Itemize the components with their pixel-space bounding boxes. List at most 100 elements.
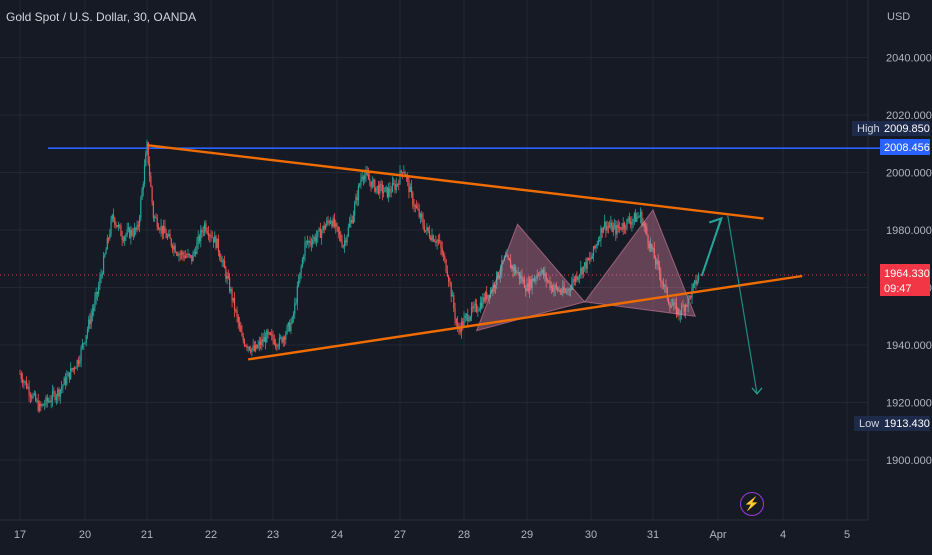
last-price-bg (880, 264, 930, 296)
candle-body (106, 238, 108, 250)
candle-body (517, 272, 519, 273)
x-tick-label: 21 (141, 529, 153, 541)
candle-body (101, 273, 103, 276)
candle-body (436, 240, 438, 243)
candle-body (58, 389, 60, 397)
candle-body (152, 202, 154, 218)
candle-body (587, 258, 590, 260)
candle-body (271, 334, 273, 336)
candle-body (295, 303, 297, 305)
candle-body (594, 246, 596, 249)
candle-body (552, 285, 554, 292)
candle-body (369, 179, 371, 182)
candle-body (682, 305, 684, 307)
candle-body (53, 391, 55, 393)
candle-body (177, 253, 179, 256)
candle-body (399, 170, 401, 185)
candle-body (175, 252, 178, 254)
candle-body (630, 221, 632, 225)
candle-body (94, 298, 96, 308)
candle-body (46, 397, 48, 402)
candle-body (211, 237, 213, 239)
candle-body (165, 232, 167, 238)
candle-body (314, 236, 316, 242)
candle-body (263, 336, 265, 342)
candle-body (135, 227, 137, 230)
candle-body (251, 348, 253, 352)
candle-body (300, 266, 302, 273)
candle-body (627, 218, 629, 220)
candle-body (67, 372, 69, 377)
candle-body (346, 235, 348, 243)
candle-body (386, 187, 388, 198)
candle-body (138, 217, 141, 227)
candle-body (419, 213, 422, 217)
candle-body (576, 276, 578, 280)
candle-body (207, 232, 210, 236)
candle-body (164, 226, 166, 233)
candle-body (155, 216, 157, 218)
candle-body (76, 360, 78, 368)
candle-body (696, 280, 698, 285)
horizontal-level-value: 2008.456 (884, 142, 930, 154)
candle-body (695, 280, 697, 285)
candle-body (121, 236, 123, 241)
candle-body (215, 236, 217, 248)
candle-body (340, 234, 342, 241)
candle-body (536, 274, 538, 279)
candle-body (631, 221, 633, 225)
candle-body (274, 344, 277, 346)
candle-body (365, 171, 367, 176)
candle-body (240, 326, 242, 332)
candle-body (638, 216, 640, 218)
candle-body (174, 245, 176, 253)
candle-body (546, 280, 549, 282)
candle-body (195, 251, 197, 254)
candle-body (426, 227, 428, 231)
candle-body (375, 187, 377, 192)
candle-body (272, 334, 274, 340)
candle-body (628, 218, 631, 222)
candle-body (321, 230, 323, 238)
candle-body (675, 303, 677, 315)
candle-body (568, 288, 570, 290)
candle-body (19, 373, 21, 375)
candle-body (70, 368, 72, 379)
candle-body (646, 227, 648, 235)
candle-body (567, 288, 569, 292)
candle-body (134, 227, 136, 236)
candle-body (430, 237, 432, 241)
candle-body (483, 297, 485, 302)
candle-body (548, 280, 550, 282)
candle-body (527, 283, 529, 292)
candle-body (64, 378, 67, 385)
candle-body (161, 225, 163, 234)
x-tick-label: 27 (394, 529, 406, 541)
candle-body (688, 295, 690, 297)
candle-body (653, 248, 655, 259)
candle-body (36, 400, 38, 402)
candle-body (534, 278, 536, 282)
lightning-icon[interactable]: ⚡ (740, 492, 764, 516)
candle-body (544, 273, 546, 277)
y-tick-label: 1980.000 (886, 225, 932, 237)
candle-body (129, 228, 131, 238)
candle-body (45, 397, 47, 405)
candle-body (333, 218, 336, 227)
candle-body (656, 260, 658, 265)
candle-body (308, 241, 310, 243)
candle-body (100, 275, 102, 278)
candle-body (610, 222, 612, 228)
candle-body (57, 389, 59, 397)
candle-body (66, 376, 68, 385)
candle-body (677, 308, 679, 315)
candle-body (421, 213, 423, 219)
candle-body (120, 225, 122, 237)
candle-body (250, 349, 252, 352)
candle-body (416, 205, 418, 209)
candle-body (306, 241, 309, 243)
candle-body (560, 292, 563, 294)
candle-body (558, 290, 560, 291)
